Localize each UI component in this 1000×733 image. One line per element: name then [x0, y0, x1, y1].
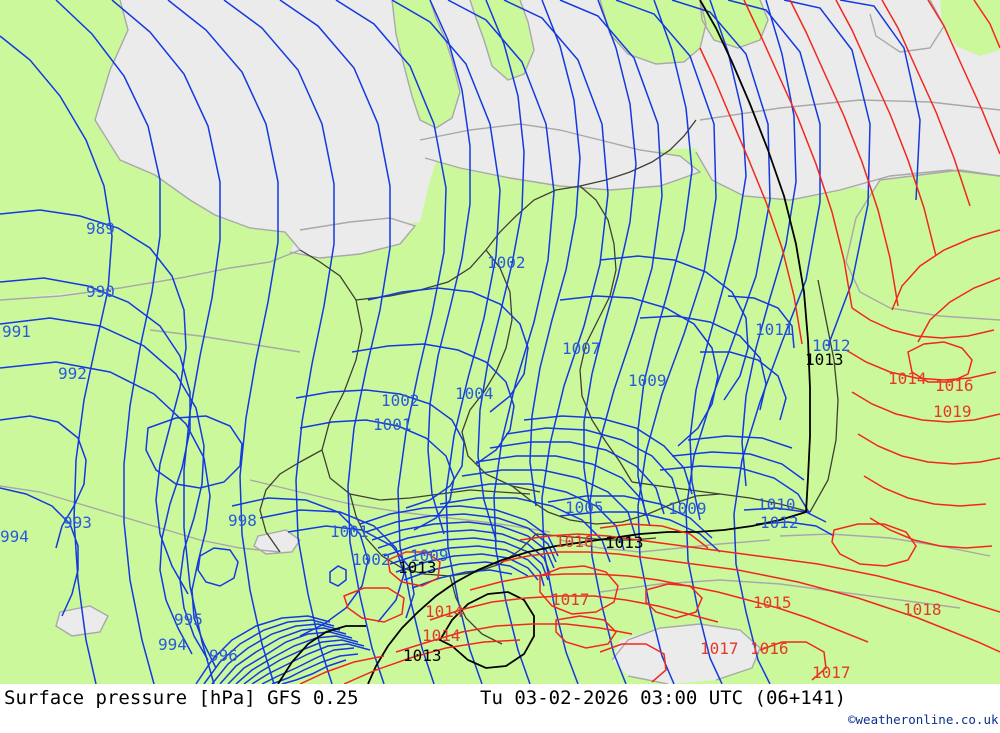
map-canvas	[0, 0, 1000, 684]
isobar-label: 1016	[750, 639, 789, 658]
isobar-label: 991	[2, 322, 31, 341]
map-footer: Surface pressure [hPa] GFS 0.25 Tu 03-02…	[0, 684, 1000, 733]
isobar-label: 1010	[757, 495, 796, 514]
footer-datetime: Tu 03-02-2026 03:00 UTC (06+141)	[480, 687, 847, 709]
isobar-label: 1014	[425, 602, 464, 621]
isobar-label: 1001	[373, 415, 412, 434]
isobar-label: 1017	[812, 663, 851, 682]
isobar-label: 1007	[562, 339, 601, 358]
isobars-low	[0, 0, 921, 684]
isobar-label: 1013	[398, 558, 437, 577]
copyright-notice: ©weatheronline.co.uk	[848, 712, 999, 727]
isobar-label: 1013	[403, 646, 442, 665]
isobar-label: 1016	[935, 376, 974, 395]
isobar-label: 995	[174, 610, 203, 629]
isobar-label: 1002	[487, 253, 526, 272]
isobar-1013	[277, 0, 811, 684]
isobar-label: 998	[228, 511, 257, 530]
isobar-label: 1014	[422, 626, 461, 645]
isobar-label: 989	[86, 219, 115, 238]
isobar-label: 996	[209, 646, 238, 665]
isobar-label: 1015	[753, 593, 792, 612]
isobar-label: 1005	[565, 498, 604, 517]
isobar-label: 1011	[755, 320, 794, 339]
isobar-label: 1002	[352, 550, 391, 569]
isobar-label: 1009	[410, 546, 449, 565]
isobar-label: 993	[63, 513, 92, 532]
isobar-label: 1014	[888, 369, 927, 388]
isobar-label: 990	[86, 282, 115, 301]
isobar-label: 1019	[933, 402, 972, 421]
isobar-label: 1001	[330, 522, 369, 541]
isobars-high	[299, 0, 1000, 684]
isobar-label: 1009	[628, 371, 667, 390]
isobar-label: 1013	[805, 350, 844, 369]
isobar-label: 1016	[555, 532, 594, 551]
isobar-label: 1012	[760, 513, 799, 532]
isobar-label: 992	[58, 364, 87, 383]
isobar-label: 1013	[605, 533, 644, 552]
isobar-label: 1004	[455, 384, 494, 403]
isobar-label: 994	[0, 527, 29, 546]
isobar-label: 1009	[668, 499, 707, 518]
isobar-label: 1017	[551, 590, 590, 609]
isobar-label: 1018	[903, 600, 942, 619]
footer-title: Surface pressure [hPa] GFS 0.25	[4, 687, 359, 709]
surface-pressure-map[interactable]: 989 990 991 992 993 994 998 995 994 996 1001 1002 10…	[0, 0, 1000, 684]
isobar-label: 1002	[381, 391, 420, 410]
isobar-label: 1012	[812, 336, 851, 355]
isobar-label: 1017	[700, 639, 739, 658]
isobar-label: 994	[158, 635, 187, 654]
